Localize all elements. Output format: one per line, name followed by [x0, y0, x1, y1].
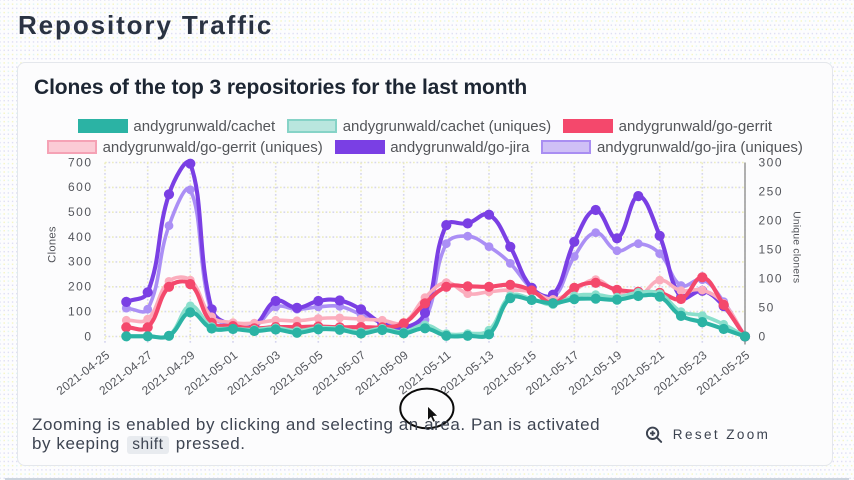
svg-text:700: 700	[68, 155, 93, 169]
svg-text:300: 300	[759, 155, 784, 169]
svg-text:300: 300	[68, 255, 93, 269]
svg-text:600: 600	[68, 180, 93, 194]
svg-text:400: 400	[68, 230, 93, 244]
svg-text:100: 100	[68, 304, 93, 318]
svg-text:150: 150	[759, 242, 784, 256]
svg-text:250: 250	[759, 184, 784, 198]
svg-text:Unique cloners: Unique cloners	[791, 211, 802, 283]
svg-text:0: 0	[759, 329, 767, 343]
svg-text:200: 200	[68, 280, 93, 294]
svg-text:Clones: Clones	[47, 226, 59, 263]
svg-text:200: 200	[759, 213, 784, 227]
svg-text:100: 100	[759, 271, 784, 285]
svg-text:0: 0	[84, 329, 92, 343]
svg-text:500: 500	[68, 205, 93, 219]
svg-text:50: 50	[759, 300, 775, 314]
